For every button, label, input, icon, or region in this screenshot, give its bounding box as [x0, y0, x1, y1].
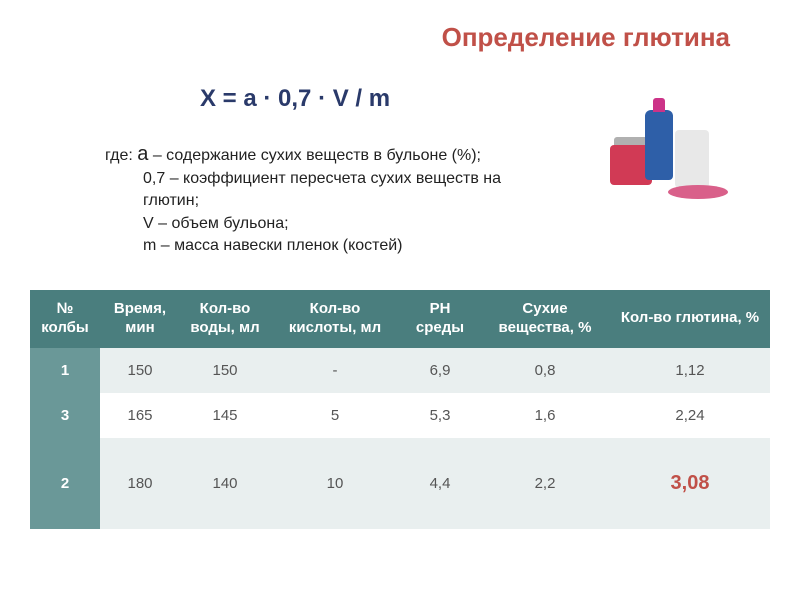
- col-header: Кол-во воды, мл: [180, 290, 270, 348]
- table-header: № колбыВремя, минКол-во воды, млКол-во к…: [30, 290, 770, 348]
- table-cell: 4,4: [400, 438, 480, 529]
- bottles-icon: [610, 90, 740, 210]
- col-header: PH среды: [400, 290, 480, 348]
- table-row: 1150150-6,90,81,12: [30, 348, 770, 393]
- table-cell: 150: [100, 348, 180, 393]
- row-number: 3: [30, 393, 100, 438]
- table-cell: 5,3: [400, 393, 480, 438]
- col-header: Кол-во глютина, %: [610, 290, 770, 348]
- def-line-m: m – масса навески пленок (костей): [143, 235, 555, 257]
- table-cell: 0,8: [480, 348, 610, 393]
- page-title: Определение глютина: [442, 22, 730, 53]
- table-cell: 165: [100, 393, 180, 438]
- table-cell: 140: [180, 438, 270, 529]
- table-cell: 150: [180, 348, 270, 393]
- col-header: Сухие вещества, %: [480, 290, 610, 348]
- def-line-a: где: а – содержание сухих веществ в буль…: [105, 140, 555, 168]
- def-line-07: 0,7 – коэффициент пересчета сухих вещест…: [143, 168, 555, 213]
- table-cell: -: [270, 348, 400, 393]
- definitions-block: где: а – содержание сухих веществ в буль…: [105, 140, 555, 258]
- col-header: Время, мин: [100, 290, 180, 348]
- table-cell: 180: [100, 438, 180, 529]
- row-number: 2: [30, 438, 100, 529]
- table-cell: 145: [180, 393, 270, 438]
- table-cell: 2,2: [480, 438, 610, 529]
- def-line-v: V – объем бульона;: [143, 213, 555, 235]
- table-cell: 1,6: [480, 393, 610, 438]
- row-number: 1: [30, 348, 100, 393]
- table-row: 316514555,31,62,24: [30, 393, 770, 438]
- table-row: 2180140104,42,23,08: [30, 438, 770, 529]
- table-cell: 2,24: [610, 393, 770, 438]
- col-header: № колбы: [30, 290, 100, 348]
- table-cell: 10: [270, 438, 400, 529]
- results-table: № колбыВремя, минКол-во воды, млКол-во к…: [30, 290, 770, 529]
- table-cell: 1,12: [610, 348, 770, 393]
- table-cell: 3,08: [610, 438, 770, 529]
- table-cell: 5: [270, 393, 400, 438]
- formula: X = a · 0,7 · V / m: [200, 85, 390, 113]
- table-cell: 6,9: [400, 348, 480, 393]
- col-header: Кол-во кислоты, мл: [270, 290, 400, 348]
